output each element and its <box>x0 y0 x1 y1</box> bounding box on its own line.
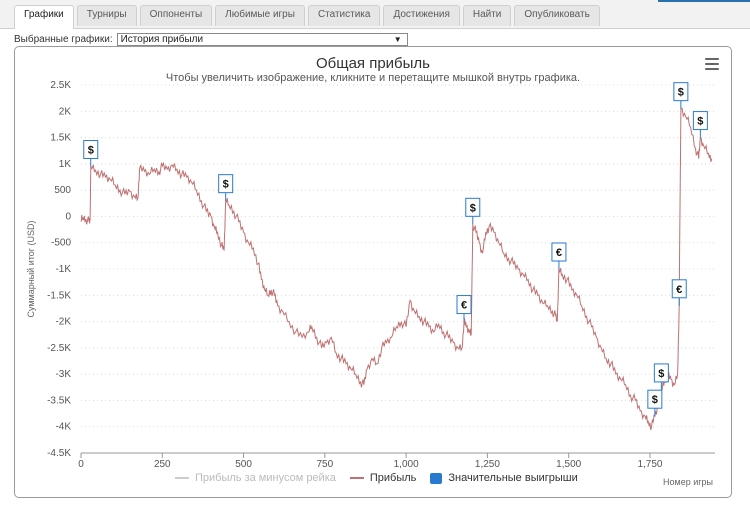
marker-symbol: $ <box>678 87 684 99</box>
series-layer <box>80 107 713 431</box>
marker-symbol: $ <box>88 144 94 156</box>
y-tick-label: -2.5K <box>47 343 71 354</box>
y-tick-label: 1.5K <box>50 133 71 144</box>
marker-symbol: $ <box>470 202 476 214</box>
series-line-profit <box>80 107 713 431</box>
marker-symbol: $ <box>223 179 229 191</box>
axes <box>80 452 715 458</box>
chart-subtitle: Чтобы увеличить изображение, кликните и … <box>165 72 581 84</box>
y-axis-label: Суммарный итог (USD) <box>26 220 36 317</box>
profit-chart[interactable]: 2.5K 2K 1.5K 1K 500 0 -500 -1K -1.5K -2K -2.5K -3K -… <box>15 47 731 497</box>
y-tick-label: -500 <box>51 238 71 249</box>
legend-swatch-profit <box>349 477 364 479</box>
marker-flag <box>551 242 567 262</box>
marker-symbol: $ <box>652 394 658 406</box>
tab-bar: Графики Турниры Оппоненты Любимые игры С… <box>14 5 603 29</box>
legend-label-big-wins: Значительные выигрыши <box>448 472 578 484</box>
y-tick-label: -1K <box>55 264 71 275</box>
marker-flag <box>673 82 689 102</box>
marker-flag <box>692 111 708 131</box>
x-axis-label: Номер игры <box>663 477 713 487</box>
marker-flag <box>456 295 472 315</box>
marker-symbol: € <box>556 247 562 259</box>
y-tick-label: 2K <box>59 106 72 117</box>
marker-symbol: $ <box>658 368 664 380</box>
legend-swatch-big-wins <box>430 472 443 484</box>
x-tick-label: 750 <box>317 459 334 470</box>
chart-title: Общая прибыль <box>315 55 431 72</box>
chart-legend: Прибыль за минусом рейка Прибыль Значите… <box>175 472 592 484</box>
tab-publish[interactable]: Опубликовать <box>514 5 600 26</box>
y-tick-label: -4K <box>55 422 71 433</box>
tab-opponents[interactable]: Оппоненты <box>139 5 213 26</box>
marker-flag <box>218 174 234 194</box>
tab-graphs[interactable]: Графики <box>14 5 74 29</box>
big-win-marker[interactable]: € <box>671 279 687 306</box>
top-bar: Графики Турниры Оппоненты Любимые игры С… <box>0 0 750 29</box>
menu-icon[interactable] <box>705 58 719 70</box>
tab-statistics[interactable]: Статистика <box>307 5 381 26</box>
x-tick-label: 1,750 <box>637 459 662 470</box>
y-tick-label: 1K <box>59 159 72 170</box>
x-tick-label: 500 <box>235 459 252 470</box>
y-tick-label: 2.5K <box>50 80 71 91</box>
legend-swatch-rake <box>175 477 189 479</box>
marker-layer: $ $ € $ € $ $ € $ $ <box>83 82 708 417</box>
graph-selector-label: Выбранные графики: <box>14 34 113 45</box>
marker-flag <box>653 363 669 383</box>
big-win-marker[interactable]: $ <box>692 111 708 138</box>
legend-item-rake[interactable]: Прибыль за минусом рейка <box>175 472 336 484</box>
x-tick-label: 1,000 <box>394 459 419 470</box>
marker-symbol: € <box>461 300 467 312</box>
x-tick-label: 1,250 <box>475 459 500 470</box>
marker-symbol: € <box>676 284 682 296</box>
marker-flag <box>647 389 663 409</box>
tab-tournaments[interactable]: Турниры <box>76 5 137 26</box>
x-tick-label: 0 <box>78 459 84 470</box>
marker-flag <box>671 279 687 299</box>
big-win-marker[interactable]: € <box>551 242 567 269</box>
chart-panel[interactable]: Общая прибыль Чтобы увеличить изображени… <box>14 46 732 498</box>
tab-find[interactable]: Найти <box>462 5 512 26</box>
marker-flag <box>83 139 99 159</box>
legend-label-profit: Прибыль <box>369 472 417 484</box>
big-win-marker[interactable]: $ <box>83 139 99 167</box>
y-tick-label: 0 <box>65 211 71 222</box>
grid-lines <box>81 84 715 454</box>
y-tick-label: -1.5K <box>47 290 71 301</box>
legend-item-big-wins[interactable]: Значительные выигрыши <box>430 472 578 484</box>
tab-favorite-games[interactable]: Любимые игры <box>215 5 305 26</box>
legend-item-profit[interactable]: Прибыль <box>349 472 417 484</box>
big-win-marker[interactable]: $ <box>465 197 481 225</box>
y-tick-label: -4.5K <box>47 448 71 459</box>
big-win-marker[interactable]: $ <box>647 389 663 417</box>
x-tick-label: 1,500 <box>556 459 581 470</box>
big-win-marker[interactable]: $ <box>653 363 669 390</box>
y-tick-label: -2K <box>55 317 71 328</box>
x-tick-labels: 0 250 500 750 1,000 1,250 1,500 1,750 <box>78 459 663 470</box>
marker-symbol: $ <box>697 116 703 128</box>
tab-achievements[interactable]: Достижения <box>383 5 460 26</box>
x-tick-label: 250 <box>154 459 171 470</box>
graph-select-value: История прибыли <box>120 34 204 45</box>
y-tick-label: 500 <box>54 185 71 196</box>
legend-label-rake: Прибыль за минусом рейка <box>195 472 336 484</box>
graph-select[interactable]: История прибыли ▼ <box>116 33 408 46</box>
big-win-marker[interactable]: $ <box>218 174 234 201</box>
y-tick-labels: 2.5K 2K 1.5K 1K 500 0 -500 -1K -1.5K -2K -2.5K -3K -… <box>47 80 71 459</box>
y-tick-label: -3.5K <box>47 395 71 406</box>
chevron-down-icon[interactable]: ▼ <box>393 35 402 44</box>
top-accent-bar <box>658 0 750 2</box>
marker-flag <box>465 197 481 217</box>
graph-selector-row: Выбранные графики: История прибыли ▼ <box>14 33 408 46</box>
big-win-marker[interactable]: $ <box>673 82 689 109</box>
y-tick-label: -3K <box>55 369 71 380</box>
big-win-marker[interactable]: € <box>456 295 472 322</box>
